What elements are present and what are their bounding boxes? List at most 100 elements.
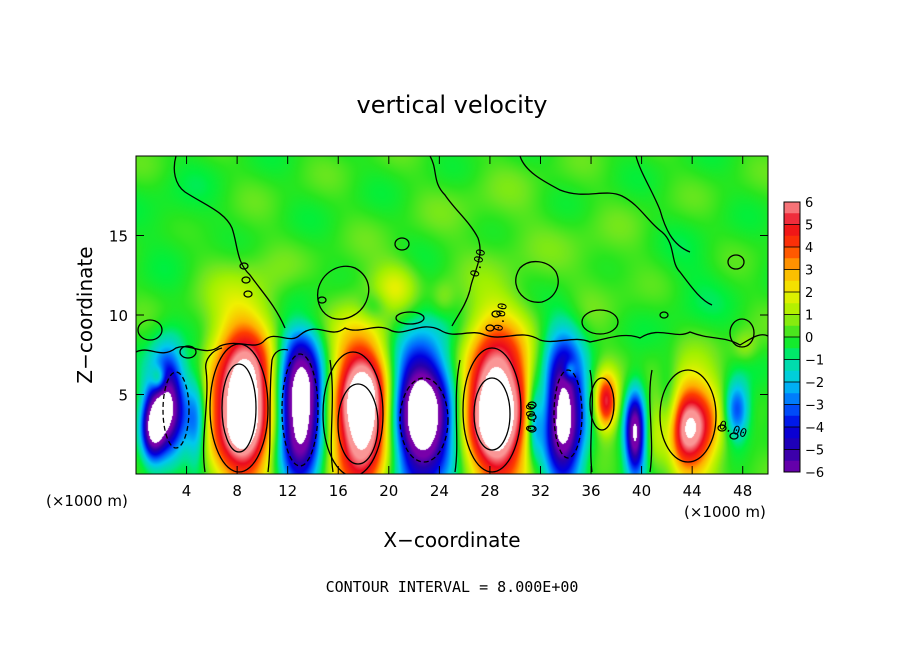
colorbar-label: −4 xyxy=(805,421,824,436)
contour-line xyxy=(727,254,745,270)
x-tick-label: 16 xyxy=(329,482,348,500)
colorbar-label: −3 xyxy=(805,399,824,414)
colorbar-segment xyxy=(784,280,800,293)
contour-line xyxy=(659,369,717,463)
colorbar-segment xyxy=(784,213,800,225)
velocity-field-image xyxy=(136,156,768,474)
plot-area: 0.00 0.00 0.00 0.00 4 8 12 16 20 24 28 32 36 40 44… xyxy=(109,155,769,500)
contour-line xyxy=(527,401,537,433)
colorbar-segment xyxy=(784,247,800,259)
contour-line xyxy=(589,369,593,473)
colorbar-segment xyxy=(784,370,800,383)
x-tick-label: 20 xyxy=(379,482,398,500)
x-axis-label: X−coordinate xyxy=(383,528,520,552)
colorbar-label: −5 xyxy=(805,444,824,459)
x-axis-unit-left: (×1000 m) xyxy=(46,492,128,510)
contour-line xyxy=(462,347,522,473)
x-tick-label: 36 xyxy=(581,482,600,500)
colorbar-segment xyxy=(784,303,800,315)
colorbar-segment xyxy=(784,258,800,270)
zero-contours xyxy=(136,156,768,474)
contour-line xyxy=(649,369,653,473)
contour-line xyxy=(473,377,511,451)
contour-line xyxy=(179,345,197,359)
contour-line xyxy=(454,359,461,473)
colorbar-segment xyxy=(784,337,800,349)
colorbar-segment xyxy=(784,269,800,282)
y-axis: 5 10 15 xyxy=(109,228,768,405)
x-tick-label: 8 xyxy=(232,482,242,500)
contour-line xyxy=(162,371,190,449)
contour-line xyxy=(337,383,379,465)
y-tick-label: 15 xyxy=(109,228,128,246)
contour-line xyxy=(239,262,253,298)
contour-line xyxy=(395,311,425,325)
contour-line xyxy=(316,265,370,320)
contour-line xyxy=(394,237,410,251)
chart-title: vertical velocity xyxy=(357,91,548,119)
colorbar-label: 2 xyxy=(805,286,813,301)
colorbar-segment xyxy=(784,224,800,237)
x-axis: 4 8 12 16 20 24 28 32 36 40 44 48 xyxy=(182,156,752,500)
colorbar-label: −2 xyxy=(805,376,824,391)
x-tick-label: 48 xyxy=(733,482,752,500)
contour-line xyxy=(202,347,223,473)
contour-line xyxy=(267,348,289,473)
colorbar-segment xyxy=(784,427,800,439)
colorbar: 6 5 4 3 2 1 0 −1 −2 −3 −4 −5 −6 xyxy=(783,196,824,481)
contour-line xyxy=(329,359,334,473)
colorbar-segment xyxy=(784,202,800,214)
contour-line xyxy=(429,156,481,327)
colorbar-segment xyxy=(784,449,800,462)
contour-line xyxy=(173,156,286,329)
x-tick-label: 24 xyxy=(430,482,449,500)
colorbar-label: 5 xyxy=(805,219,813,234)
colorbar-segment xyxy=(784,235,800,248)
x-axis-unit-right: (×1000 m) xyxy=(684,503,766,521)
y-tick-label: 5 xyxy=(118,387,128,405)
contour-line xyxy=(137,319,163,341)
colorbar-segment xyxy=(784,415,800,428)
x-tick-label: 12 xyxy=(278,482,297,500)
x-tick-label: 32 xyxy=(531,482,550,500)
contour-line xyxy=(281,353,319,467)
colorbar-segment xyxy=(784,325,800,338)
contour-interval-note: CONTOUR INTERVAL = 8.000E+00 xyxy=(326,578,579,596)
contour-line xyxy=(519,156,713,306)
colorbar-label: 4 xyxy=(805,241,813,256)
colorbar-label: 3 xyxy=(805,264,813,279)
y-tick-label: 10 xyxy=(109,307,128,325)
contour-line xyxy=(553,369,583,459)
contour-line xyxy=(221,363,257,453)
colorbar-segment xyxy=(784,314,800,327)
contour-line xyxy=(399,377,449,463)
y-axis-label: Z−coordinate xyxy=(73,246,97,383)
contour-line xyxy=(589,377,615,431)
colorbar-segment xyxy=(784,460,800,473)
contour-line xyxy=(515,261,559,303)
x-tick-label: 28 xyxy=(480,482,499,500)
colorbar-label: 0 xyxy=(805,331,813,346)
colorbar-segment xyxy=(784,382,800,394)
contour-line xyxy=(729,318,755,348)
contour-line xyxy=(209,343,269,473)
contour-line xyxy=(635,156,691,253)
contour-label: 0.00 xyxy=(524,403,538,432)
x-tick-label: 44 xyxy=(683,482,702,500)
colorbar-segment xyxy=(784,359,800,372)
contour-line xyxy=(322,351,384,474)
colorbar-segment xyxy=(784,348,800,360)
colorbar-label: −6 xyxy=(805,466,824,481)
contour-line xyxy=(581,309,619,335)
contour-label: 0.00 xyxy=(491,302,510,333)
contour-line xyxy=(317,296,739,440)
colorbar-label: 6 xyxy=(805,196,813,211)
x-tick-label: 40 xyxy=(632,482,651,500)
colorbar-segment xyxy=(784,404,800,417)
colorbar-segment xyxy=(784,393,800,405)
colorbar-segment xyxy=(784,438,800,450)
colorbar-segment xyxy=(784,292,800,304)
colorbar-label: 1 xyxy=(805,309,813,324)
colorbar-label: −1 xyxy=(805,354,824,369)
